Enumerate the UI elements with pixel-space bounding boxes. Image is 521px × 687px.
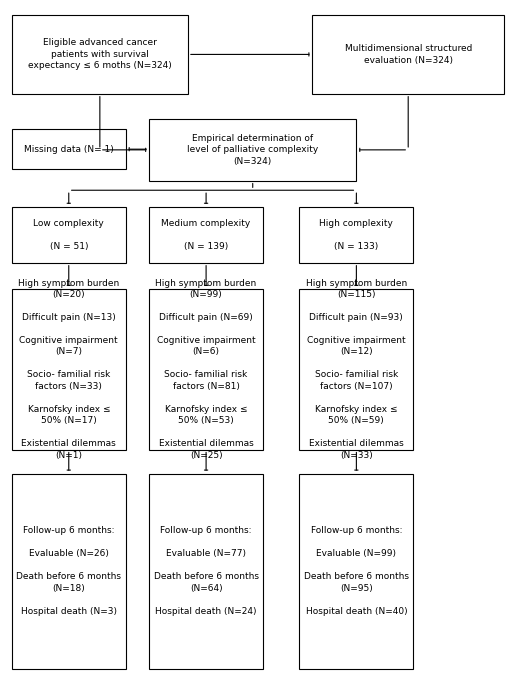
FancyBboxPatch shape (300, 207, 413, 262)
FancyBboxPatch shape (12, 473, 126, 668)
FancyBboxPatch shape (12, 207, 126, 262)
Text: Follow-up 6 months:

Evaluable (N=99)

Death before 6 months
(N=95)

Hospital de: Follow-up 6 months: Evaluable (N=99) Dea… (304, 526, 409, 616)
FancyBboxPatch shape (149, 119, 356, 181)
Text: Follow-up 6 months:

Evaluable (N=26)

Death before 6 months
(N=18)

Hospital de: Follow-up 6 months: Evaluable (N=26) Dea… (16, 526, 121, 616)
Text: Medium complexity

(N = 139): Medium complexity (N = 139) (162, 218, 251, 251)
Text: High complexity

(N = 133): High complexity (N = 133) (319, 218, 393, 251)
Text: Eligible advanced cancer
patients with survival
expectancy ≤ 6 moths (N=324): Eligible advanced cancer patients with s… (28, 38, 172, 70)
FancyBboxPatch shape (300, 289, 413, 449)
FancyBboxPatch shape (300, 473, 413, 668)
FancyBboxPatch shape (149, 473, 263, 668)
Text: High symptom burden
(N=115)

Difficult pain (N=93)

Cognitive impairment
(N=12)
: High symptom burden (N=115) Difficult pa… (306, 279, 407, 460)
FancyBboxPatch shape (149, 289, 263, 449)
Text: Missing data (N= 1): Missing data (N= 1) (24, 145, 114, 154)
FancyBboxPatch shape (12, 129, 126, 169)
FancyBboxPatch shape (12, 15, 188, 93)
Text: High symptom burden
(N=20)

Difficult pain (N=13)

Cognitive impairment
(N=7)

S: High symptom burden (N=20) Difficult pai… (18, 279, 119, 460)
Text: Empirical determination of
level of palliative complexity
(N=324): Empirical determination of level of pall… (187, 134, 318, 166)
Text: Follow-up 6 months:

Evaluable (N=77)

Death before 6 months
(N=64)

Hospital de: Follow-up 6 months: Evaluable (N=77) Dea… (154, 526, 258, 616)
Text: High symptom burden
(N=99)

Difficult pain (N=69)

Cognitive impairment
(N=6)

S: High symptom burden (N=99) Difficult pai… (155, 279, 257, 460)
FancyBboxPatch shape (312, 15, 504, 93)
Text: Low complexity

(N = 51): Low complexity (N = 51) (33, 218, 104, 251)
Text: Multidimensional structured
evaluation (N=324): Multidimensional structured evaluation (… (344, 44, 472, 65)
FancyBboxPatch shape (12, 289, 126, 449)
FancyBboxPatch shape (149, 207, 263, 262)
